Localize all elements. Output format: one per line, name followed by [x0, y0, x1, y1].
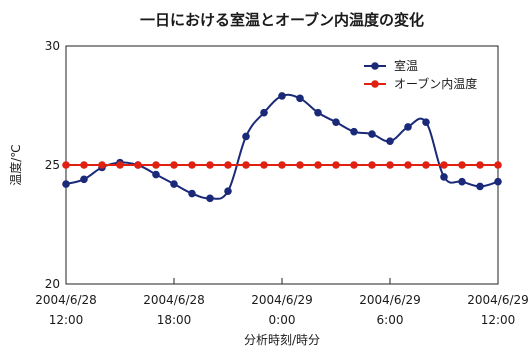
data-point [278, 92, 286, 100]
data-point [260, 161, 268, 169]
data-point [62, 161, 70, 169]
y-tick-label: 20 [45, 277, 60, 291]
data-point [152, 170, 160, 179]
data-point [116, 161, 124, 169]
data-point [260, 108, 268, 117]
legend-marker-oven [371, 80, 379, 88]
y-tick-label: 30 [45, 39, 60, 53]
x-tick-label-time: 12:00 [481, 313, 516, 327]
legend: 室温 オーブン内温度 [364, 58, 477, 91]
data-point [476, 161, 484, 169]
data-point [224, 187, 232, 195]
data-point [80, 175, 88, 184]
data-point [458, 177, 466, 186]
data-point [278, 161, 286, 169]
data-point [296, 161, 304, 169]
x-tick-label-time: 0:00 [269, 313, 296, 327]
series-layer [62, 92, 502, 203]
x-tick-label-time: 6:00 [377, 313, 404, 327]
x-tick-label-date: 2004/6/28 [143, 293, 205, 307]
data-point [386, 137, 394, 145]
series-1 [62, 161, 502, 169]
data-point [188, 189, 196, 198]
y-axis: 20 25 30 [45, 39, 72, 291]
data-point [62, 180, 70, 188]
y-axis-label: 温度/℃ [8, 144, 23, 186]
data-point [206, 161, 214, 169]
data-point [368, 130, 376, 138]
legend-label-oven: オーブン内温度 [394, 76, 477, 91]
legend-marker-room [371, 62, 379, 70]
data-point [404, 161, 412, 169]
data-point [332, 118, 340, 126]
data-point [440, 173, 448, 181]
data-point [422, 118, 430, 126]
data-point [476, 182, 484, 191]
data-point [350, 161, 358, 169]
data-point [170, 161, 178, 169]
x-tick-label-date: 2004/6/29 [251, 293, 313, 307]
data-point [296, 94, 304, 103]
data-point [314, 108, 322, 117]
data-point [422, 161, 430, 169]
data-point [224, 161, 232, 169]
data-point [332, 161, 340, 169]
data-point [134, 161, 142, 169]
data-point [98, 161, 106, 169]
data-point [152, 161, 160, 169]
x-tick-label-time: 12:00 [49, 313, 84, 327]
x-axis: 2004/6/28 12:00 2004/6/28 18:00 2004/6/29 0:0… [35, 278, 528, 327]
y-tick-label: 25 [45, 158, 60, 172]
legend-label-room: 室温 [394, 58, 418, 73]
data-point [404, 123, 412, 131]
data-point [188, 161, 196, 169]
data-point [368, 161, 376, 169]
x-tick-label-date: 2004/6/29 [467, 293, 528, 307]
x-tick-label-time: 18:00 [157, 313, 192, 327]
data-point [386, 161, 394, 169]
x-tick-label-date: 2004/6/29 [359, 293, 421, 307]
data-point [494, 161, 502, 169]
data-point [350, 127, 358, 136]
data-point [494, 177, 502, 186]
data-point [440, 161, 448, 169]
data-point [80, 161, 88, 169]
data-point [458, 161, 466, 169]
data-point [242, 132, 250, 141]
data-point [170, 180, 178, 188]
chart-title: 一日における室温とオーブン内温度の変化 [140, 11, 424, 29]
data-point [314, 161, 322, 169]
data-point [242, 161, 250, 169]
data-point [206, 194, 214, 203]
x-axis-label: 分析時刻/時分 [244, 333, 320, 347]
x-tick-label-date: 2004/6/28 [35, 293, 97, 307]
